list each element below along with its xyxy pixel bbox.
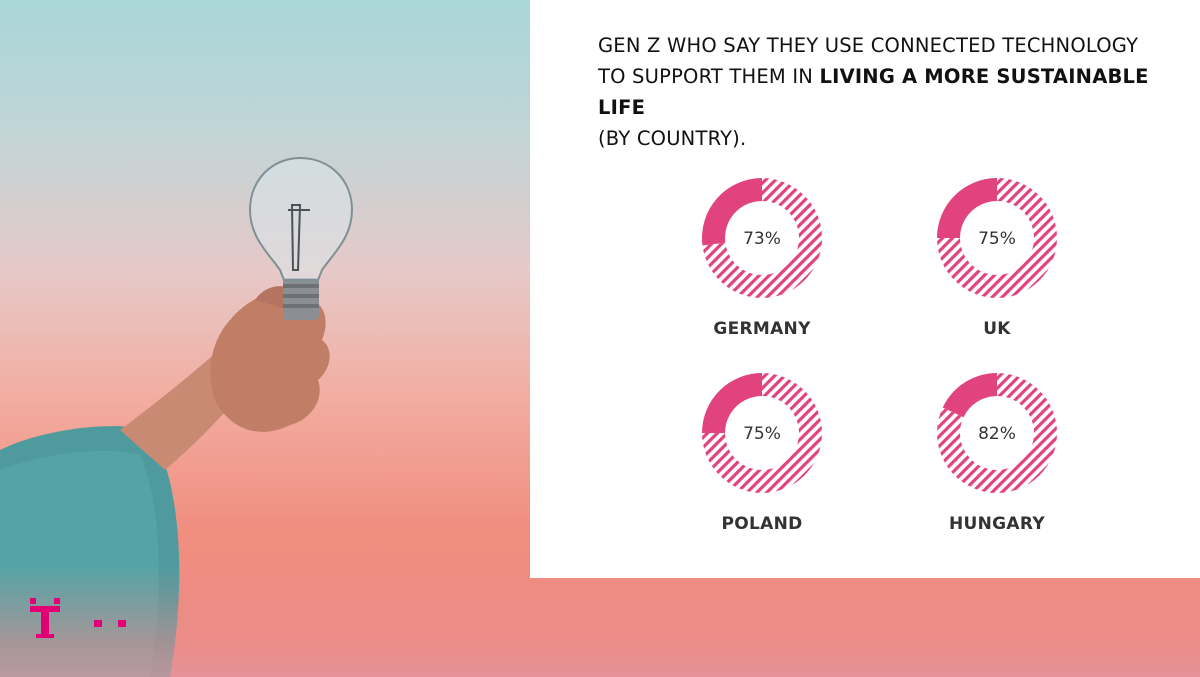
donut-segment-highlight [942,373,997,418]
donut-value-label: 75% [743,424,781,444]
donut-hungary: 82% HUNGARY [927,370,1067,534]
donut-chart-poland: 75% [702,373,822,493]
donut-segment-remaining [937,178,1057,298]
donut-country-label: HUNGARY [949,514,1045,534]
donut-chart-hungary: 82% [937,373,1057,493]
donut-value-label: 75% [978,229,1016,249]
donut-segment-remaining [702,373,822,493]
title-line-1: GEN Z WHO SAY THEY USE CONNECTED TECHNOL… [598,34,1139,57]
title-line-2-emphasis: LIVING A MORE SUSTAINABLE LIFE [598,65,1149,119]
donut-country-label: UK [983,319,1011,339]
title-line-2-prefix: TO SUPPORT THEM IN [598,65,820,88]
donut-chart-germany: 73% [702,178,822,298]
donut-segment-remaining [937,373,1057,493]
donut-poland: 75% POLAND [692,370,832,534]
title-line-3: (BY COUNTRY). [598,127,747,150]
chart-title: GEN Z WHO SAY THEY USE CONNECTED TECHNOL… [598,30,1188,154]
background-gradient-overlay [0,567,1200,677]
donut-segment-highlight [702,373,762,433]
donut-country-label: GERMANY [713,319,811,339]
donut-value-label: 82% [978,424,1016,444]
donut-uk: 75% UK [927,175,1067,339]
donut-country-label: POLAND [721,514,803,534]
donut-value-label: 73% [743,229,781,249]
donut-segment-highlight [937,178,997,238]
infographic-panel: GEN Z WHO SAY THEY USE CONNECTED TECHNOL… [530,0,1200,578]
donut-germany: 73% GERMANY [692,175,832,339]
donut-chart-uk: 75% [937,178,1057,298]
donut-segment-highlight [702,178,762,246]
telekom-t-icon [30,598,140,638]
donut-segment-remaining [702,178,822,298]
